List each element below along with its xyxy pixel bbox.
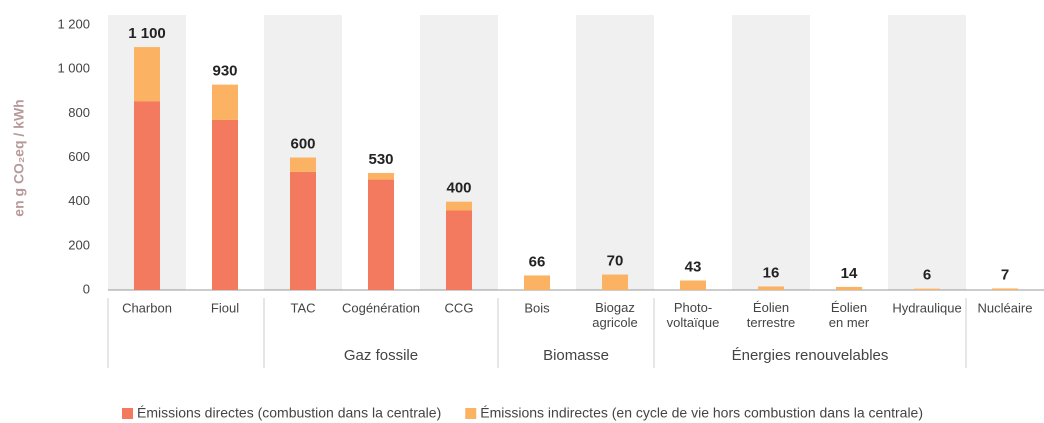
background-bands — [108, 15, 966, 290]
group-label: Gaz fossile — [344, 347, 418, 364]
bar-segment — [524, 275, 550, 290]
legend-label: Émissions indirectes (en cycle de vie ho… — [480, 405, 923, 421]
group-label: Biomasse — [543, 347, 609, 364]
bar-segment — [992, 288, 1018, 290]
x-tick-label: Charbon — [122, 300, 172, 315]
total-label: 7 — [1001, 266, 1009, 283]
y-tick-label: 1 000 — [57, 61, 90, 76]
bar-segment — [212, 119, 238, 290]
y-axis-label: en g CO₂eq / kWh — [11, 99, 27, 216]
total-label: 6 — [923, 267, 931, 284]
x-tick-label: Cogénération — [342, 300, 420, 315]
bar-segment — [602, 274, 628, 290]
y-tick-label: 400 — [68, 193, 90, 208]
bar-segment — [290, 157, 316, 172]
bar-segment — [446, 210, 472, 290]
y-tick-label: 200 — [68, 237, 90, 252]
x-tick-label: Bois — [524, 300, 550, 315]
background-band — [888, 15, 966, 290]
x-tick-label: CCG — [445, 300, 474, 315]
total-label: 66 — [529, 253, 546, 270]
bar-segment — [680, 280, 706, 290]
bar-segment — [914, 288, 940, 290]
total-label: 70 — [607, 253, 624, 270]
x-tick-label: Hydraulique — [892, 300, 961, 315]
total-label: 400 — [446, 180, 471, 197]
bar-segment — [290, 171, 316, 290]
bar-segment — [134, 47, 160, 102]
total-label: 530 — [368, 151, 393, 168]
x-tick-label: Éolien en mer — [829, 300, 870, 330]
bar-segment — [134, 101, 160, 290]
x-tick-label: Éolien terrestre — [747, 300, 795, 330]
legend-swatch — [122, 408, 133, 419]
background-band — [732, 15, 810, 290]
x-tick-label: Nucléaire — [978, 300, 1033, 315]
y-tick-label: 0 — [83, 281, 90, 296]
x-tick-label: Fioul — [211, 300, 239, 315]
bar-segment — [212, 84, 238, 120]
x-tick-label: Biogaz agricole — [592, 300, 638, 330]
total-label: 14 — [841, 265, 858, 282]
bar-segment — [446, 201, 472, 211]
total-label: 600 — [290, 135, 315, 152]
x-tick-label: TAC — [290, 300, 315, 315]
total-label: 16 — [763, 264, 780, 281]
group-label: Énergies renouvelables — [732, 347, 889, 364]
bar-segment — [368, 179, 394, 290]
x-tick-label: Photo-voltaïque — [667, 300, 720, 330]
y-tick-label: 800 — [68, 105, 90, 120]
legend-swatch — [465, 408, 477, 419]
background-band — [576, 15, 654, 290]
bar-segment — [836, 286, 862, 290]
total-label: 930 — [212, 63, 237, 80]
total-label: 1 100 — [128, 25, 166, 42]
y-tick-label: 600 — [68, 149, 90, 164]
legend-label: Émissions directes (combustion dans la c… — [137, 405, 441, 421]
y-tick-label: 1 200 — [57, 16, 90, 31]
bar-segment — [368, 172, 394, 180]
total-label: 43 — [685, 258, 702, 275]
bar-segment — [758, 286, 784, 290]
